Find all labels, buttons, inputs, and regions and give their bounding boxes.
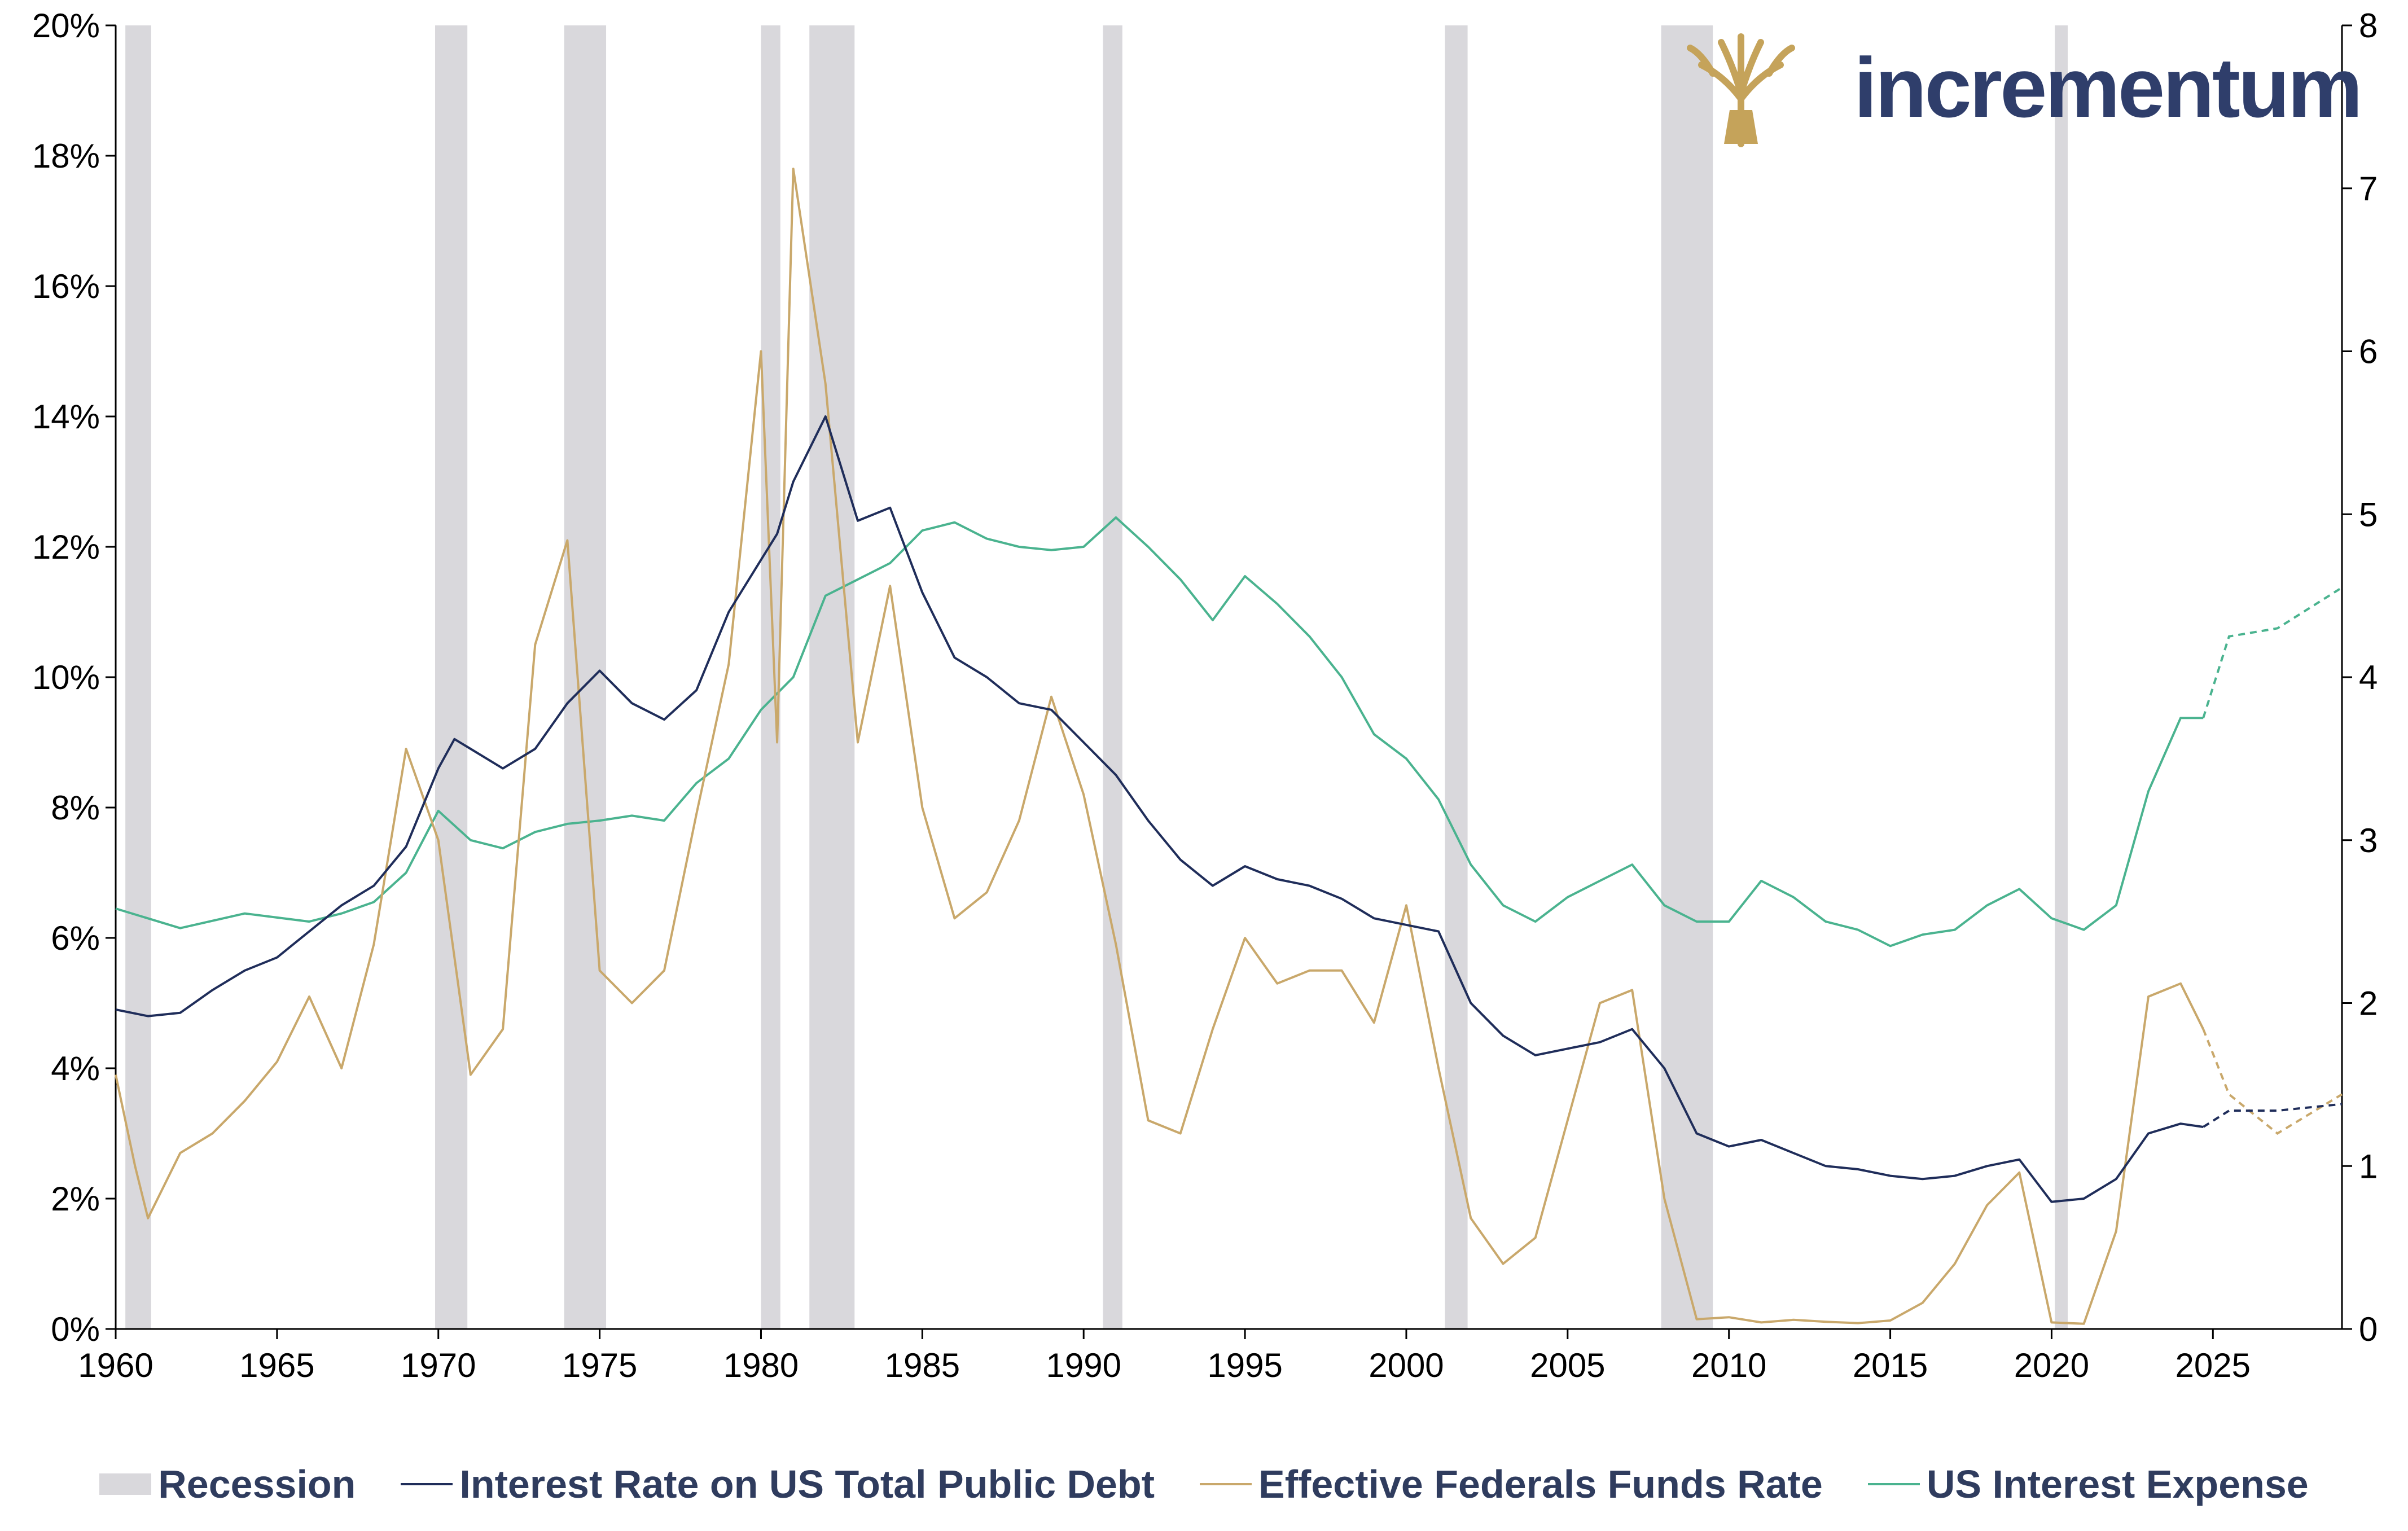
recession-band-2 — [564, 25, 607, 1329]
x-tick-label: 1995 — [1207, 1346, 1282, 1384]
y-left-tick-label: 4% — [51, 1050, 100, 1087]
y-right-tick-label: 7 — [2359, 170, 2378, 208]
y-left-tick-label: 16% — [32, 267, 100, 305]
y-left-tick-label: 2% — [51, 1180, 100, 1218]
y-left-tick-label: 0% — [51, 1310, 100, 1348]
recession-band-0 — [125, 25, 151, 1329]
y-right-tick-label: 0 — [2359, 1310, 2378, 1348]
series-projection-interest_expense — [2202, 586, 2343, 718]
x-tick-label: 1985 — [885, 1346, 960, 1384]
tree-icon — [1687, 33, 1795, 147]
chart-axes — [106, 24, 2352, 1339]
recession-band-1 — [435, 25, 468, 1329]
legend-item-debt-rate: Interest Rate on US Total Public Debt — [401, 1462, 1155, 1507]
recession-swatch — [99, 1473, 152, 1495]
x-tick-label: 2010 — [1691, 1346, 1766, 1384]
x-tick-label: 2015 — [1853, 1346, 1928, 1384]
y-left-tick-label: 18% — [32, 137, 100, 175]
y-left-tick-label: 20% — [32, 7, 100, 45]
y-left-tick-label: 14% — [32, 398, 100, 436]
series-projection-fed_funds — [2202, 1028, 2343, 1135]
legend-label-recession: Recession — [158, 1462, 356, 1506]
legend-label-interest-expense: US Interest Expense — [1926, 1462, 2309, 1506]
y-left-tick-label: 8% — [51, 789, 100, 827]
interest-expense-swatch — [1867, 1483, 1920, 1485]
recession-band-5 — [1103, 25, 1122, 1329]
legend-item-recession: Recession — [99, 1462, 356, 1507]
x-tick-label: 1980 — [723, 1346, 799, 1384]
y-right-tick-label: 3 — [2359, 822, 2378, 859]
tick-labels: 0% 2% 4% 6% 8% 10% 12% 14% 16% 18% 20% 0 1 2 3 4 5 6 7 8 196… — [32, 7, 2378, 1384]
y-right-tick-label: 4 — [2359, 659, 2378, 696]
data-lines — [115, 168, 2343, 1325]
x-tick-label: 2005 — [1530, 1346, 1605, 1384]
x-tick-label: 1960 — [78, 1346, 153, 1384]
series-projection-debt_rate — [2203, 1103, 2343, 1128]
x-tick-label: 1990 — [1046, 1346, 1121, 1384]
incrementum-logo: incrementum — [1679, 23, 2363, 152]
y-right-tick-label: 2 — [2359, 985, 2378, 1023]
y-right-tick-label: 6 — [2359, 333, 2378, 371]
recession-band-3 — [761, 25, 780, 1329]
series-line-debt_rate — [115, 415, 2204, 1203]
legend-label-fed-funds: Effective Federals Funds Rate — [1258, 1462, 1823, 1506]
x-tick-label: 1970 — [401, 1346, 476, 1384]
recession-band-8 — [2055, 25, 2068, 1329]
legend-label-debt-rate: Interest Rate on US Total Public Debt — [459, 1462, 1155, 1506]
logo-text: incrementum — [1854, 40, 2363, 135]
recession-band-7 — [1661, 25, 1713, 1329]
chart-legend: Recession Interest Rate on US Total Publ… — [0, 1456, 2408, 1512]
legend-item-interest-expense: US Interest Expense — [1867, 1462, 2309, 1507]
x-tick-label: 2020 — [2014, 1346, 2089, 1384]
y-left-tick-label: 12% — [32, 528, 100, 566]
series-line-interest_expense — [115, 516, 2204, 947]
y-left-tick-label: 10% — [32, 659, 100, 696]
series-line-fed_funds — [115, 168, 2204, 1325]
recession-band-4 — [809, 25, 855, 1329]
x-tick-label: 1965 — [239, 1346, 314, 1384]
y-left-tick-label: 6% — [51, 919, 100, 957]
y-right-tick-label: 8 — [2359, 7, 2378, 45]
x-tick-label: 2025 — [2175, 1346, 2251, 1384]
fed-funds-swatch — [1200, 1483, 1252, 1485]
recession-bands — [125, 25, 2068, 1329]
x-tick-label: 1975 — [562, 1346, 637, 1384]
debt-rate-swatch — [401, 1483, 453, 1485]
legend-item-fed-funds: Effective Federals Funds Rate — [1200, 1462, 1823, 1507]
y-right-tick-label: 1 — [2359, 1147, 2378, 1185]
y-right-tick-label: 5 — [2359, 495, 2378, 533]
x-tick-label: 2000 — [1369, 1346, 1444, 1384]
recession-band-6 — [1445, 25, 1468, 1329]
